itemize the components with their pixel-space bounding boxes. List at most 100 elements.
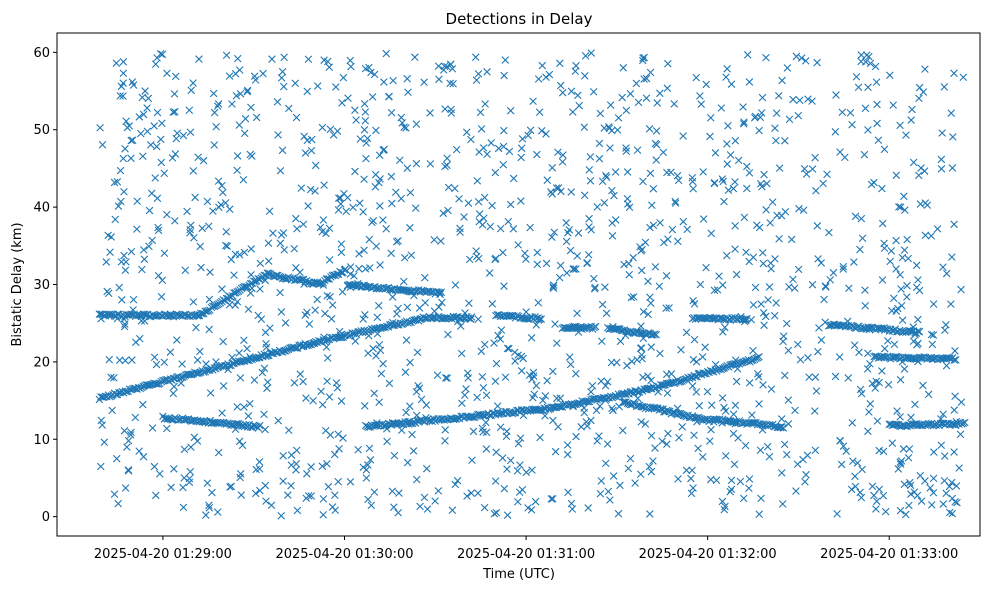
detection-marker xyxy=(795,96,804,105)
detection-marker xyxy=(571,67,580,76)
detection-marker xyxy=(656,218,664,227)
detection-marker xyxy=(117,197,125,206)
detection-marker xyxy=(150,353,159,362)
detection-marker xyxy=(420,493,429,502)
detection-marker xyxy=(328,271,337,280)
detection-marker xyxy=(601,283,609,291)
detection-marker xyxy=(127,136,136,145)
detection-marker xyxy=(634,98,643,107)
detection-marker xyxy=(228,353,236,362)
detection-marker xyxy=(852,72,861,81)
detection-marker xyxy=(794,265,803,274)
detection-marker xyxy=(727,476,736,485)
detection-marker xyxy=(361,108,370,116)
detection-marker xyxy=(857,214,866,223)
detection-marker xyxy=(436,290,444,299)
detection-marker xyxy=(337,240,346,248)
detection-marker xyxy=(792,487,800,495)
detection-marker xyxy=(166,415,175,423)
detection-marker xyxy=(551,320,559,328)
detection-marker xyxy=(767,385,776,393)
detection-marker xyxy=(391,188,400,197)
detection-marker xyxy=(244,305,253,314)
detection-marker xyxy=(443,313,452,322)
detection-marker xyxy=(603,378,612,386)
detection-marker xyxy=(393,310,401,318)
detection-marker xyxy=(543,376,551,385)
detection-marker xyxy=(339,434,347,442)
detection-marker xyxy=(891,420,900,429)
detection-marker xyxy=(479,384,488,392)
detection-marker xyxy=(280,274,288,283)
detection-marker xyxy=(498,454,507,462)
detection-marker xyxy=(196,347,204,356)
detection-marker xyxy=(262,497,270,505)
detection-marker xyxy=(360,99,369,108)
detection-marker xyxy=(896,121,904,130)
detection-marker xyxy=(908,105,916,114)
detection-marker xyxy=(914,339,922,348)
detection-marker xyxy=(143,127,152,136)
detection-marker xyxy=(120,187,128,196)
x-axis-label: Time (UTC) xyxy=(482,567,555,582)
detection-marker xyxy=(411,204,420,212)
detection-marker xyxy=(569,402,577,411)
detection-marker xyxy=(488,201,496,210)
detection-marker xyxy=(364,495,372,504)
detection-marker xyxy=(474,315,483,323)
detection-marker xyxy=(572,369,580,378)
detection-marker xyxy=(491,255,499,264)
detection-marker xyxy=(569,322,577,331)
detection-marker xyxy=(595,139,604,148)
detection-marker xyxy=(790,284,799,292)
detection-marker xyxy=(756,446,765,454)
detection-marker xyxy=(163,69,171,78)
detection-marker xyxy=(565,225,574,234)
detection-marker xyxy=(588,381,597,390)
detection-marker xyxy=(623,194,632,203)
detection-marker xyxy=(939,500,948,508)
detection-marker xyxy=(205,503,214,512)
detection-marker xyxy=(338,99,346,107)
detection-marker xyxy=(189,298,198,306)
detection-marker xyxy=(348,329,356,337)
detection-marker xyxy=(259,69,267,78)
detection-marker xyxy=(555,403,564,411)
detection-marker xyxy=(494,331,502,340)
detection-marker xyxy=(866,400,875,408)
detection-marker xyxy=(832,321,841,330)
detection-marker xyxy=(815,324,823,332)
detection-marker xyxy=(896,413,904,421)
detection-marker xyxy=(556,59,564,68)
detection-marker xyxy=(644,372,652,380)
detection-marker xyxy=(761,312,770,321)
detection-marker xyxy=(128,136,137,144)
detection-marker xyxy=(738,419,747,428)
y-tick-label: 20 xyxy=(33,355,50,370)
detection-marker xyxy=(291,79,300,88)
detection-marker xyxy=(896,375,905,384)
detection-marker xyxy=(503,344,512,353)
detection-marker xyxy=(180,445,189,454)
detection-marker xyxy=(191,193,199,202)
detection-marker xyxy=(347,62,355,71)
chart-title: Detections in Delay xyxy=(446,10,593,28)
detection-marker xyxy=(594,394,603,403)
detection-marker xyxy=(304,202,312,210)
detection-marker xyxy=(567,499,576,508)
detection-marker xyxy=(532,321,541,329)
detection-marker xyxy=(545,70,554,79)
detection-marker xyxy=(799,206,808,215)
detection-marker xyxy=(157,158,166,167)
detection-marker xyxy=(778,76,786,85)
detection-marker xyxy=(734,156,743,165)
detection-marker xyxy=(406,358,414,367)
detection-marker xyxy=(437,288,446,296)
detection-marker xyxy=(957,398,966,406)
detection-marker xyxy=(309,280,317,289)
detection-marker xyxy=(727,80,736,88)
detection-marker xyxy=(866,59,875,68)
detection-marker xyxy=(141,87,149,95)
detection-marker xyxy=(386,285,394,294)
detection-marker xyxy=(651,263,660,271)
